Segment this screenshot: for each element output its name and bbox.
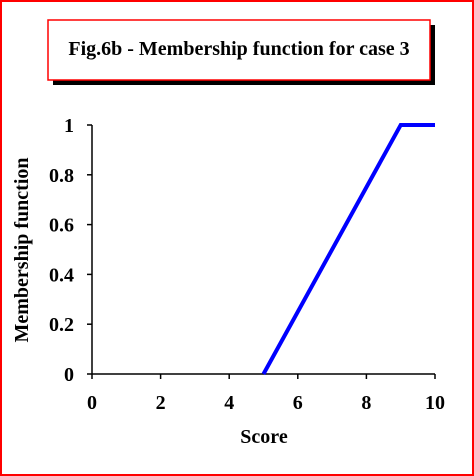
x-tick-label: 4 (224, 392, 234, 414)
y-tick-label: 0.8 (49, 165, 74, 187)
y-tick-label: 0.6 (49, 215, 74, 237)
x-tick-label: 8 (361, 392, 371, 414)
x-tick-label: 6 (293, 392, 303, 414)
y-tick-label: 1 (64, 115, 74, 137)
x-tick-label: 0 (87, 392, 97, 414)
x-tick-label: 10 (425, 392, 445, 414)
x-tick-label: 2 (156, 392, 166, 414)
x-axis-label: Score (240, 426, 288, 448)
title-box (47, 19, 431, 81)
y-axis-label: Membership function (11, 158, 33, 343)
y-tick-label: 0 (64, 364, 74, 386)
y-tick-label: 0.2 (49, 314, 74, 336)
y-tick-label: 0.4 (49, 264, 74, 286)
line (261, 123, 435, 375)
chart-title: Fig.6b - Membership function for case 3 (68, 38, 409, 60)
